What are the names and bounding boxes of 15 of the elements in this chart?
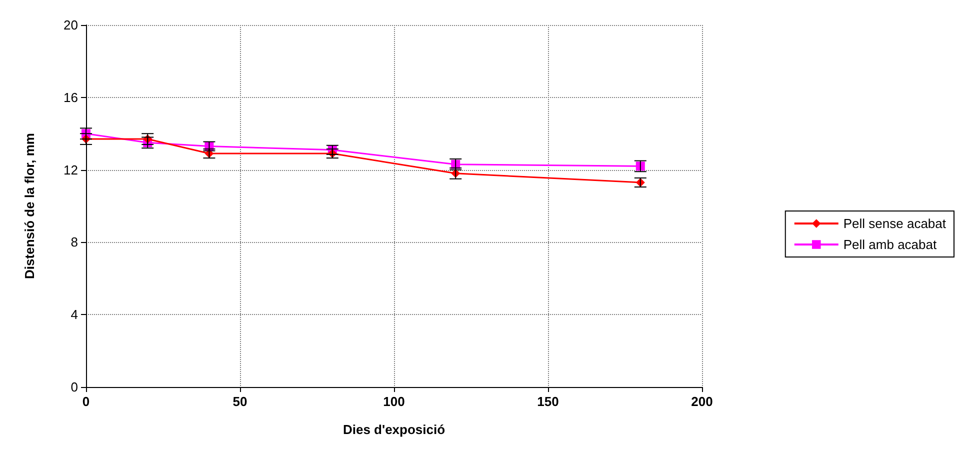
legend-label: Pell amb acabat — [843, 237, 937, 252]
y-tick-label: 0 — [70, 380, 78, 394]
x-tick-label: 0 — [82, 394, 90, 409]
y-tick-label: 20 — [64, 18, 78, 32]
y-tick-label: 4 — [70, 307, 78, 322]
y-tick-label: 16 — [64, 90, 78, 105]
y-tick-label: 12 — [64, 162, 78, 178]
x-axis-title: Dies d'exposició — [342, 422, 446, 437]
y-axis-title: Distensió de la flor, mm — [22, 133, 37, 279]
legend-label: Pell sense acabat — [843, 216, 946, 231]
x-tick-label: 100 — [383, 394, 405, 409]
x-tick-label: 200 — [691, 394, 713, 409]
y-tick-label: 8 — [70, 234, 78, 250]
x-tick-label: 150 — [537, 394, 559, 409]
x-tick-label: 50 — [232, 394, 248, 409]
